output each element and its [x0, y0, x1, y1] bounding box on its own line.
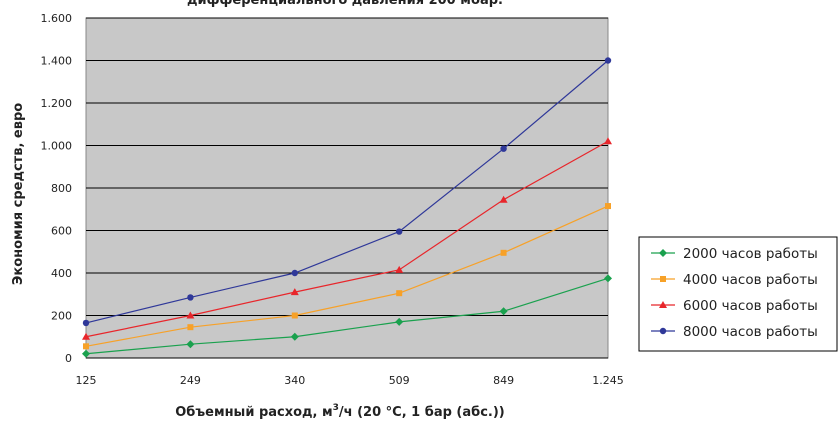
data-point — [187, 324, 194, 331]
legend-label: 8000 часов работы — [683, 324, 818, 340]
x-tick-label: 849 — [493, 374, 514, 387]
data-point — [82, 319, 90, 327]
y-tick-label: 1.400 — [41, 55, 73, 68]
data-point — [291, 312, 298, 319]
gridlines — [86, 17, 608, 359]
x-axis-title: Объемный расход, м3/ч (20 °C, 1 бар (абс… — [175, 403, 505, 420]
x-axis-ticks: 125 249 340 509 849 1.245 — [76, 374, 624, 387]
data-point — [187, 294, 194, 301]
data-point — [290, 332, 299, 341]
x-tick-label: 509 — [389, 374, 410, 387]
y-tick-label: 600 — [51, 225, 72, 238]
data-point — [83, 343, 89, 350]
y-tick-label: 1.600 — [41, 12, 73, 25]
y-axis-title: Экономия средств, евро — [11, 103, 26, 285]
series-line — [85, 60, 609, 324]
data-point — [290, 288, 299, 296]
data-point — [291, 269, 298, 277]
x-tick-label: 249 — [180, 374, 201, 387]
x-axis-title-main: Объемный расход, м — [175, 405, 332, 420]
data-point — [499, 195, 508, 203]
data-point — [605, 203, 611, 210]
legend-swatch-marker — [659, 327, 667, 335]
legend-label: 6000 часов работы — [683, 298, 818, 314]
series-line — [85, 277, 609, 355]
series-line — [85, 205, 609, 347]
data-point — [604, 57, 612, 64]
x-axis-title-rest: /ч (20 °C, 1 бар (абс.)) — [339, 405, 505, 420]
legend-swatch-marker — [659, 301, 667, 308]
legend-label: 2000 часов работы — [683, 246, 818, 262]
legend-box — [638, 236, 838, 352]
data-point — [604, 137, 612, 145]
data-point — [186, 311, 195, 319]
x-tick-label: 125 — [76, 374, 97, 387]
data-point — [500, 249, 507, 256]
series-3 — [82, 137, 612, 340]
legend-item: 2000 часов работы — [651, 246, 818, 262]
legend-label: 4000 часов работы — [683, 272, 818, 288]
data-point — [186, 340, 195, 349]
data-point — [396, 228, 403, 235]
x-tick-label: 1.245 — [592, 374, 624, 387]
x-axis-title-superscript: 3 — [333, 403, 339, 413]
data-point — [395, 317, 404, 326]
legend-item: 4000 часов работы — [651, 272, 818, 288]
series-line — [85, 140, 609, 338]
y-axis-ticks: 0 200 400 600 800 1.000 1.200 1.400 1.600 — [41, 12, 73, 365]
legend: 2000 часов работы 4000 часов работы 6000 ч… — [638, 236, 838, 352]
series-1 — [82, 274, 612, 358]
series-4 — [82, 57, 612, 327]
y-tick-label: 800 — [51, 182, 72, 195]
chart-title: дифференциального давления 200 мбар. — [187, 0, 503, 8]
data-point — [499, 307, 508, 316]
y-tick-label: 1.200 — [41, 97, 73, 110]
legend-item: 8000 часов работы — [651, 324, 818, 340]
data-point — [82, 349, 90, 358]
legend-swatch-marker — [659, 249, 667, 257]
series-2 — [83, 203, 611, 350]
legend-swatch-marker — [660, 276, 666, 282]
y-tick-label: 0 — [65, 352, 72, 365]
data-point — [500, 145, 507, 152]
y-tick-label: 200 — [51, 310, 72, 323]
y-tick-label: 400 — [51, 267, 72, 280]
legend-item: 6000 часов работы — [651, 298, 818, 314]
x-tick-label: 340 — [284, 374, 305, 387]
y-tick-label: 1.000 — [41, 140, 73, 153]
data-point — [396, 290, 403, 297]
data-point — [604, 274, 612, 283]
data-point — [395, 265, 404, 273]
data-point — [82, 332, 90, 340]
series-layer — [82, 57, 612, 358]
